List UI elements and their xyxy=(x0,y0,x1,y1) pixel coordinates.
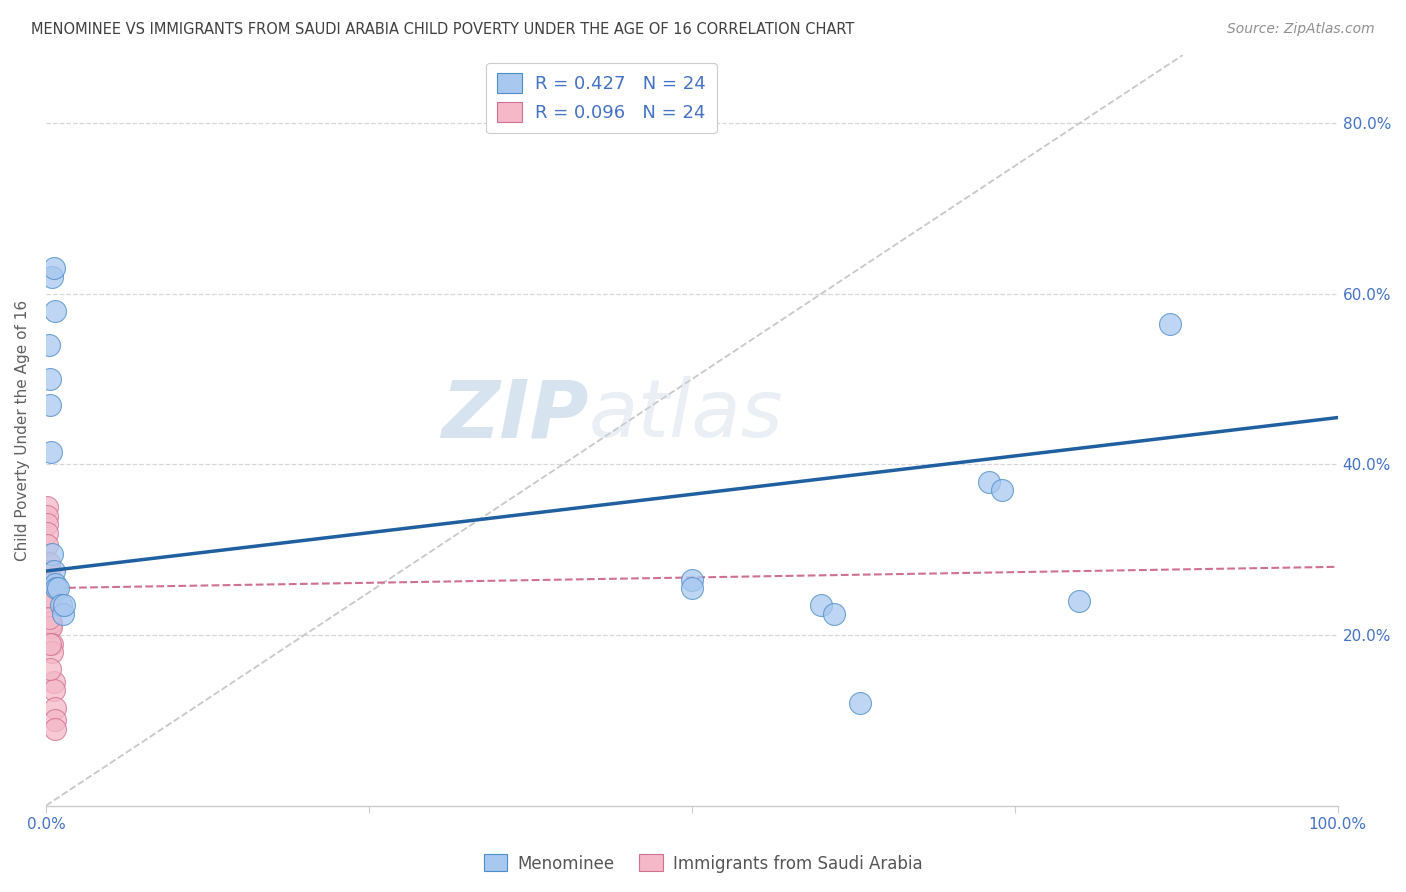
Point xyxy=(38,338,60,352)
Point xyxy=(51,598,73,612)
Point xyxy=(44,722,66,736)
Point xyxy=(37,539,59,553)
Point xyxy=(37,508,59,523)
Point xyxy=(42,675,65,690)
Point xyxy=(991,483,1014,497)
Point xyxy=(38,556,60,570)
Point xyxy=(41,547,63,561)
Point xyxy=(38,619,60,633)
Point xyxy=(37,525,59,540)
Point xyxy=(38,577,60,591)
Point xyxy=(53,598,76,612)
Point xyxy=(42,683,65,698)
Point xyxy=(38,662,60,676)
Point xyxy=(44,714,66,728)
Point xyxy=(39,619,62,633)
Point xyxy=(44,304,66,318)
Point xyxy=(38,372,60,386)
Legend: Menominee, Immigrants from Saudi Arabia: Menominee, Immigrants from Saudi Arabia xyxy=(477,847,929,880)
Point xyxy=(41,269,63,284)
Point xyxy=(38,398,60,412)
Point xyxy=(44,700,66,714)
Point xyxy=(1159,317,1181,331)
Point xyxy=(37,517,59,532)
Text: Source: ZipAtlas.com: Source: ZipAtlas.com xyxy=(1227,22,1375,37)
Point xyxy=(46,581,69,595)
Point xyxy=(45,581,67,595)
Point xyxy=(1069,594,1091,608)
Point xyxy=(38,636,60,650)
Point xyxy=(38,590,60,604)
Point xyxy=(848,696,870,710)
Point xyxy=(39,615,62,630)
Point xyxy=(41,636,63,650)
Text: atlas: atlas xyxy=(589,376,783,454)
Text: ZIP: ZIP xyxy=(441,376,589,454)
Point xyxy=(42,261,65,276)
Point xyxy=(37,500,59,515)
Point xyxy=(39,444,62,458)
Point xyxy=(823,607,845,621)
Point xyxy=(37,590,59,604)
Text: MENOMINEE VS IMMIGRANTS FROM SAUDI ARABIA CHILD POVERTY UNDER THE AGE OF 16 CORR: MENOMINEE VS IMMIGRANTS FROM SAUDI ARABI… xyxy=(31,22,855,37)
Point xyxy=(977,475,1000,489)
Point xyxy=(44,577,66,591)
Point xyxy=(38,598,60,612)
Point xyxy=(38,564,60,578)
Point xyxy=(42,564,65,578)
Y-axis label: Child Poverty Under the Age of 16: Child Poverty Under the Age of 16 xyxy=(15,300,30,561)
Point xyxy=(681,573,703,587)
Point xyxy=(810,598,832,612)
Point xyxy=(681,581,703,595)
Point xyxy=(38,611,60,625)
Legend: R = 0.427   N = 24, R = 0.096   N = 24: R = 0.427 N = 24, R = 0.096 N = 24 xyxy=(486,62,717,133)
Point xyxy=(52,607,75,621)
Point xyxy=(41,645,63,659)
